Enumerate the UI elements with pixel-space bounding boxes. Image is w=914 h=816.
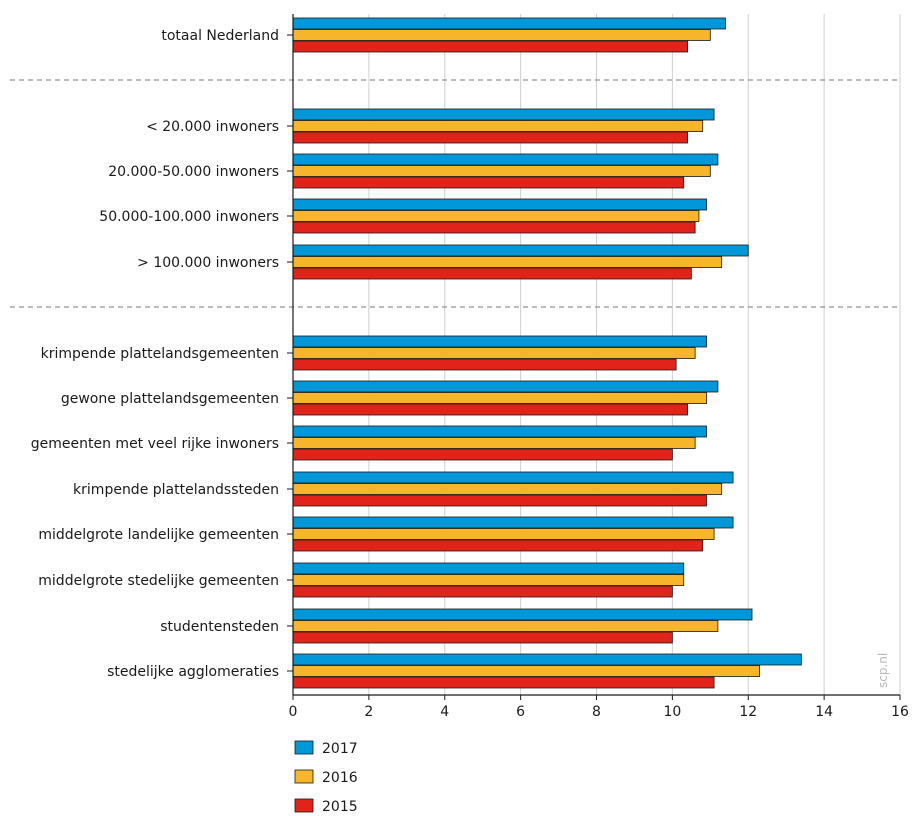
legend-label-2016: 2016 — [322, 770, 358, 786]
bar-2015-4 — [292, 267, 692, 280]
bars — [292, 17, 802, 689]
bar-2015-11 — [292, 631, 673, 644]
bar-2016-9 — [292, 528, 715, 540]
bar-2015-12 — [292, 676, 715, 689]
bar-2016-11 — [292, 620, 719, 632]
x-tick-label: 16 — [891, 704, 909, 720]
legend-swatch-2015 — [294, 798, 314, 813]
bar-2015-0 — [292, 40, 688, 53]
legend-swatch-2016 — [294, 769, 314, 784]
category-label: 50.000-100.000 inwoners — [99, 209, 279, 225]
watermark-text: scp.nl — [876, 653, 890, 688]
bar-2015-1 — [292, 131, 688, 144]
x-tick-label: 12 — [739, 704, 757, 720]
x-tick-label: 4 — [440, 704, 449, 720]
bar-2017-8 — [292, 471, 734, 484]
bar-2016-2 — [292, 165, 711, 177]
bar-2017-5 — [292, 335, 707, 348]
bar-2015-3 — [292, 221, 696, 234]
category-label: studentensteden — [160, 619, 279, 635]
bar-2017-11 — [292, 608, 753, 621]
legend-label-2015: 2015 — [322, 799, 358, 815]
bar-2015-6 — [292, 403, 688, 416]
bar-2015-10 — [292, 585, 673, 598]
category-label: gewone plattelandsgemeenten — [61, 391, 279, 407]
bar-2015-5 — [292, 358, 677, 371]
bar-2016-5 — [292, 347, 696, 359]
category-label: middelgrote stedelijke gemeenten — [38, 573, 279, 589]
bar-2017-7 — [292, 425, 707, 438]
x-tick-label: 8 — [592, 704, 601, 720]
category-label: < 20.000 inwoners — [146, 119, 279, 135]
bar-2017-6 — [292, 380, 719, 393]
tick-labels: 0 2 4 6 8 10 12 14 16 — [289, 704, 909, 720]
bar-2017-9 — [292, 516, 734, 529]
category-label: > 100.000 inwoners — [137, 255, 279, 271]
axes — [287, 14, 901, 700]
bar-2016-1 — [292, 120, 704, 132]
x-tick-label: 14 — [815, 704, 833, 720]
bar-2017-1 — [292, 108, 715, 121]
bar-2016-8 — [292, 483, 723, 495]
legend-swatch-2017 — [294, 740, 314, 755]
bar-2016-7 — [292, 437, 696, 449]
bar-2016-10 — [292, 574, 685, 586]
legend-label-2017: 2017 — [322, 741, 358, 757]
bar-2016-12 — [292, 665, 761, 677]
category-label: middelgrote landelijke gemeenten — [38, 527, 279, 543]
bar-2017-2 — [292, 153, 719, 166]
bar-2016-4 — [292, 256, 723, 268]
x-tick-label: 6 — [516, 704, 525, 720]
bar-2016-6 — [292, 392, 707, 404]
bar-2017-3 — [292, 198, 707, 211]
bar-2017-10 — [292, 562, 685, 575]
bar-2015-8 — [292, 494, 707, 507]
x-tick-label: 10 — [663, 704, 681, 720]
bar-2017-12 — [292, 653, 802, 666]
legend: 2017 2016 2015 — [294, 740, 358, 815]
group-separators — [10, 79, 900, 308]
category-label: stedelijke agglomeraties — [107, 664, 279, 680]
category-label: gemeenten met veel rijke inwoners — [31, 436, 279, 452]
bar-2017-0 — [292, 17, 726, 30]
category-label: 20.000-50.000 inwoners — [108, 164, 279, 180]
bar-2015-7 — [292, 448, 673, 461]
bar-2015-9 — [292, 539, 704, 552]
category-label: krimpende plattelandssteden — [73, 482, 279, 498]
bar-2016-3 — [292, 210, 700, 222]
category-labels: totaal Nederland < 20.000 inwoners 20.000-… — [31, 28, 279, 680]
bar-2016-0 — [292, 29, 711, 41]
bar-2015-2 — [292, 176, 685, 189]
category-label: totaal Nederland — [161, 28, 279, 44]
category-label: krimpende plattelandsgemeenten — [41, 346, 279, 362]
bar-2017-4 — [292, 244, 749, 257]
x-tick-label: 0 — [289, 704, 298, 720]
x-tick-label: 2 — [364, 704, 373, 720]
